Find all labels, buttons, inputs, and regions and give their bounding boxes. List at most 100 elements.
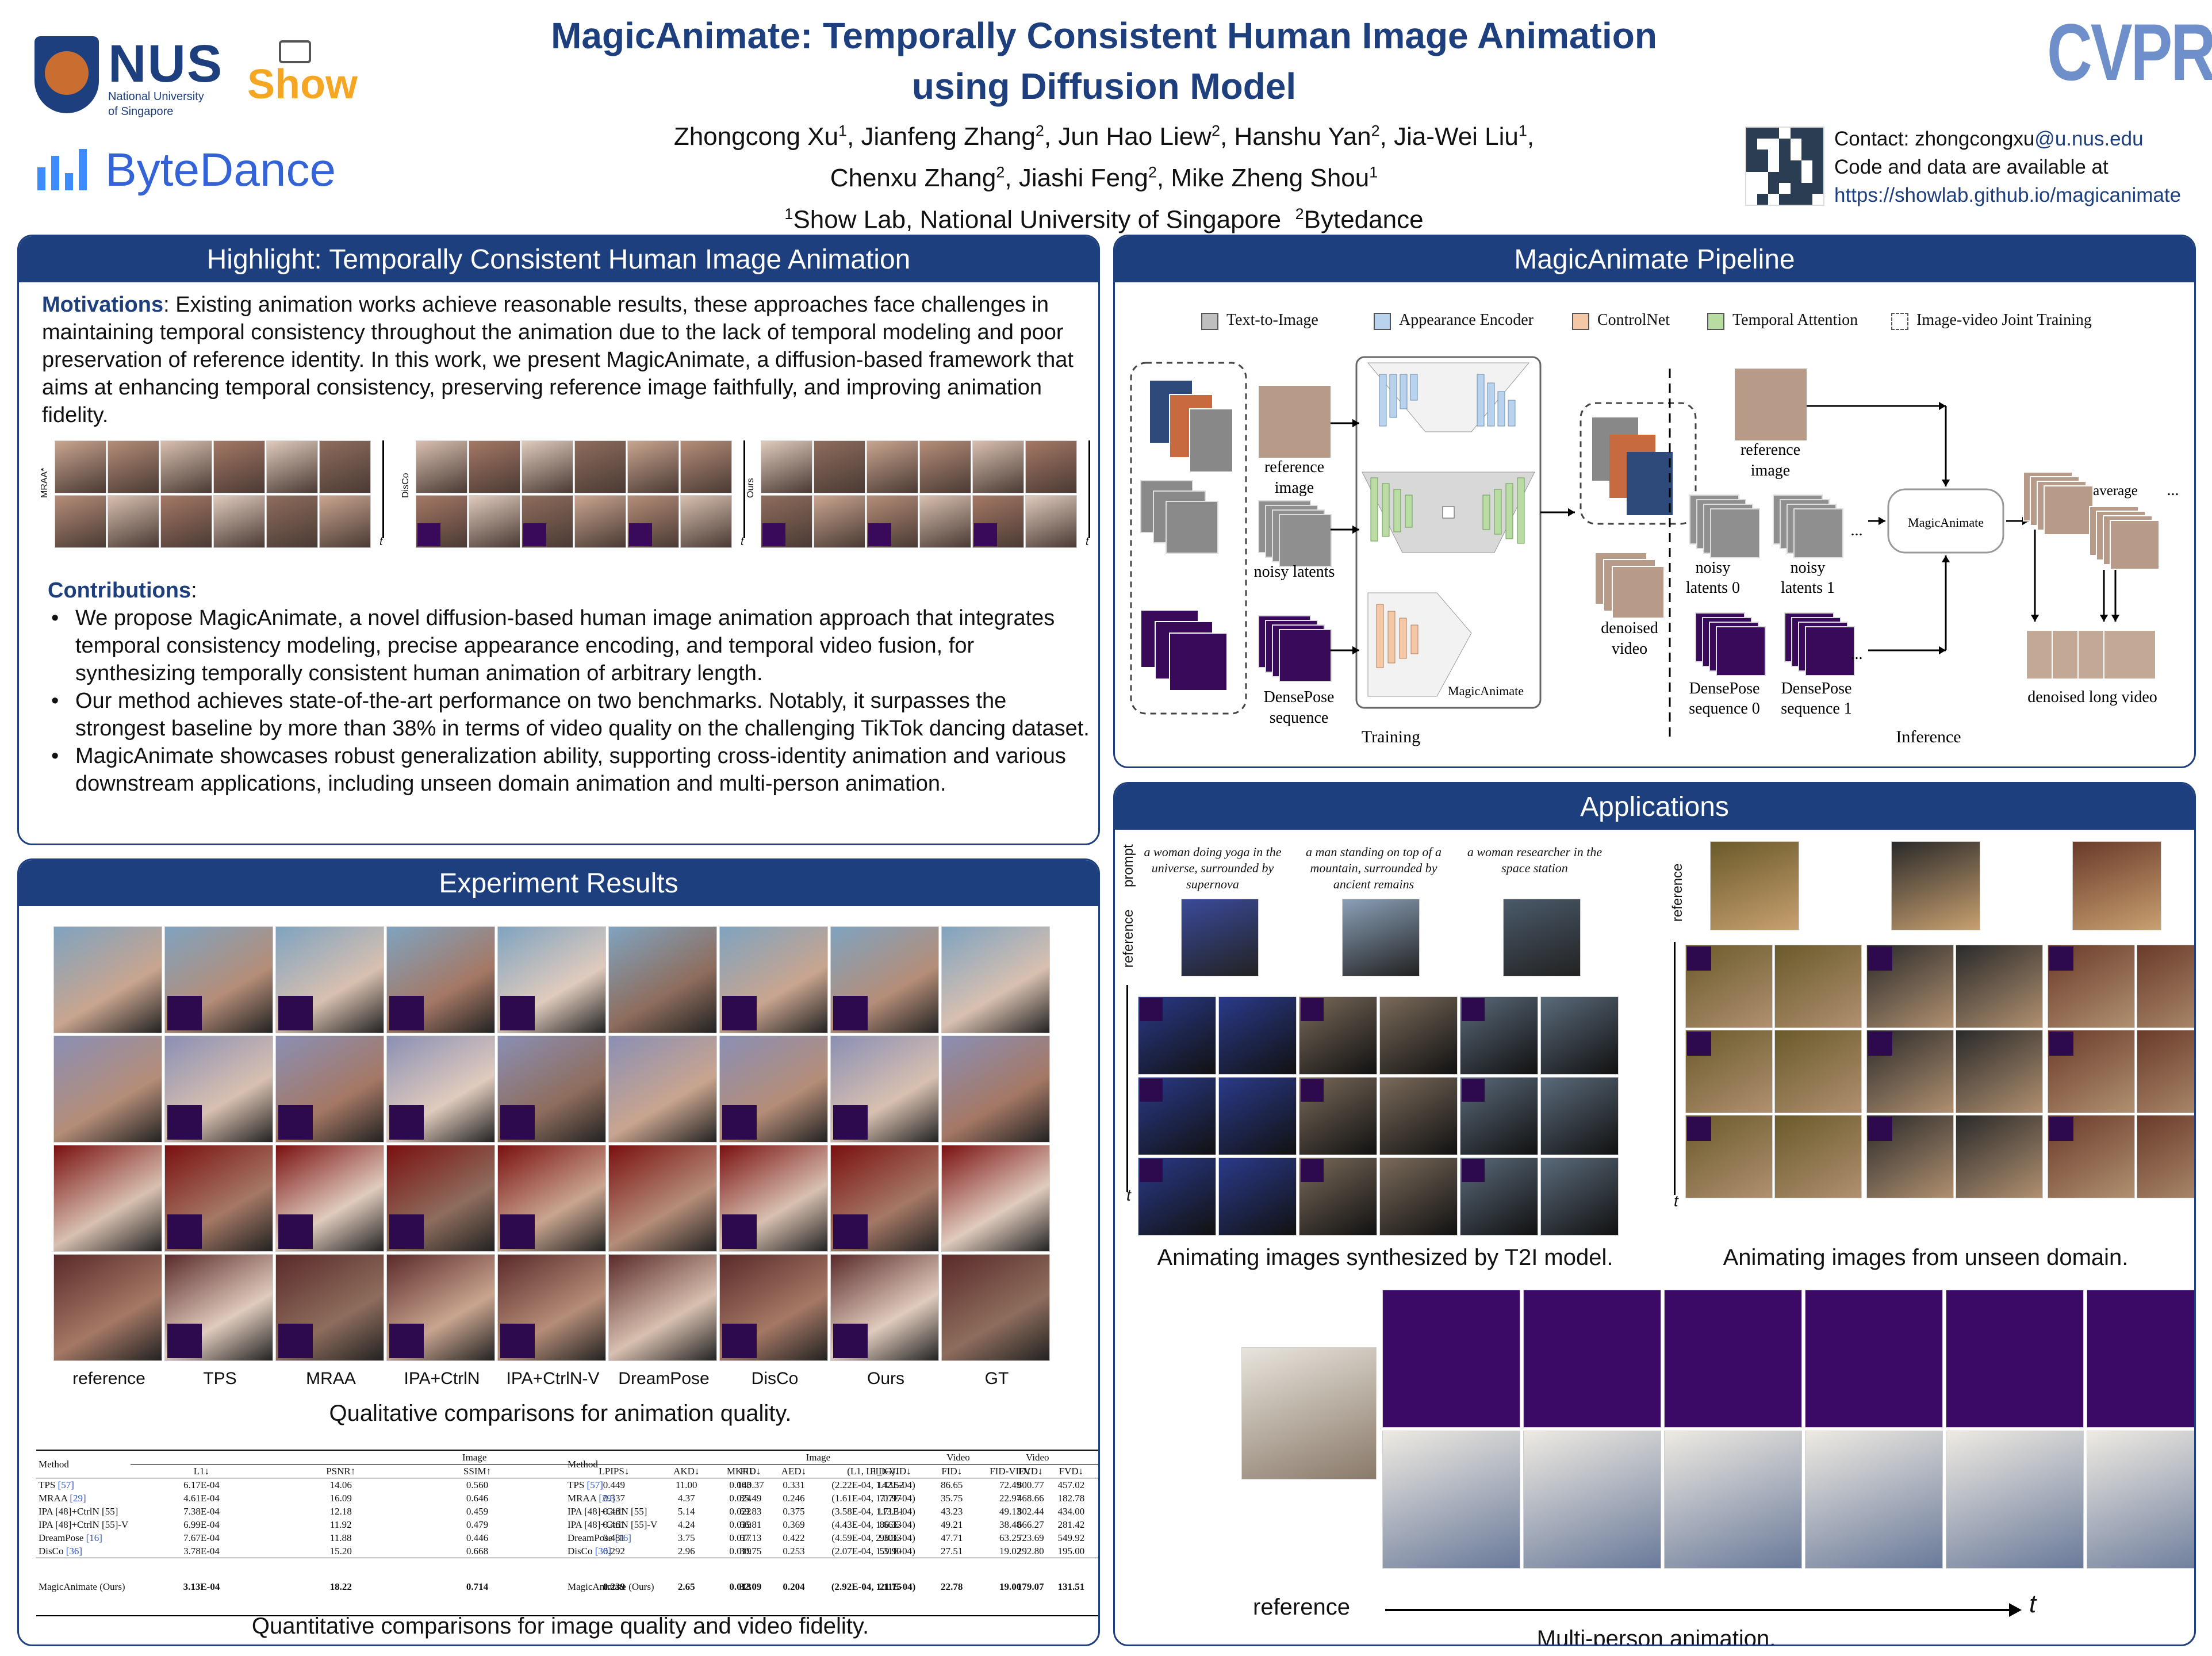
densepose-inset [1140, 1079, 1163, 1102]
legend-swatch-icon [1374, 312, 1391, 330]
frame-thumbnail [627, 440, 679, 493]
bytedance-bars-icon [37, 149, 95, 190]
value-cell: 11.00 [675, 1479, 697, 1490]
qualitative-frame [830, 1145, 939, 1252]
value-cell: 59.90 [879, 1546, 902, 1557]
t2i-animated-frame [1218, 1157, 1297, 1236]
table-row: MRAA [29] 4.61E-04 16.09 0.646 0.337 85.49 71.… [36, 1492, 1098, 1505]
inf-out-thumb-1 [2110, 520, 2160, 570]
densepose-thumb [1169, 632, 1228, 691]
table-row: IPA [48]+CtrlN [55]-V 4.24 0.019 0.369 (4.43… [565, 1518, 1098, 1531]
method-header: Method [39, 1459, 69, 1470]
value-cell: 800.77 [1017, 1479, 1044, 1490]
densepose-inset [278, 1214, 313, 1249]
value-cell: 468.66 [1017, 1493, 1044, 1504]
contribution-item: Our method achieves state-of-the-art per… [48, 687, 1094, 742]
densepose-seq-label: DensePose [1264, 688, 1335, 706]
table-row: DreamPose [16] 7.67E-04 11.88 0.446 0.481 67.… [36, 1531, 1098, 1544]
frame-thumbnail [469, 495, 520, 548]
method-cell: DisCo [36] [39, 1546, 83, 1557]
training-label: Training [1362, 727, 1420, 746]
densepose-inset [2049, 1117, 2073, 1141]
frame-thumbnail [522, 495, 573, 548]
qr-code-icon[interactable] [1745, 126, 1824, 206]
metric-header: MKR↓ [713, 1464, 768, 1478]
densepose-inset [500, 1324, 535, 1358]
densepose-inset [833, 996, 868, 1030]
value-cell: 0.063 [729, 1479, 752, 1490]
unseen-animated-frame [1956, 945, 2043, 1028]
value-cell: 434.00 [1057, 1506, 1085, 1517]
noisy-latent-thumb [1279, 514, 1332, 567]
unseen-reference-image [1710, 841, 1799, 930]
qualitative-frame [608, 1145, 717, 1252]
frame-thumbnail [867, 495, 918, 548]
showlab-logo-text: Show [247, 62, 358, 108]
qualitative-frame [497, 1036, 606, 1143]
frame-thumbnail [266, 495, 318, 548]
value-cell: 5.14 [677, 1506, 695, 1517]
unseen-animated-frame [1685, 1030, 1773, 1113]
legend-item: Temporal Attention [1707, 311, 1858, 334]
temporal-attention-block [1405, 494, 1413, 528]
noisy-latents-1-label: noisy [1791, 559, 1826, 577]
multi-person-output-frame [2087, 1431, 2194, 1569]
controlnet-block [1387, 611, 1396, 664]
value-cell: 0.292 [603, 1546, 625, 1557]
noisy-latents-0-label: noisy [1696, 559, 1731, 577]
table-row: MRAA [29] 4.37 0.024 0.246 (1.61E-04, 1.07E-… [565, 1492, 1098, 1505]
multi-person-pose-frame [1523, 1290, 1661, 1428]
method-header: Method [568, 1459, 598, 1470]
qualitative-frame [386, 926, 495, 1033]
value-cell: 802.44 [1017, 1506, 1044, 1517]
average-label: average [2093, 483, 2138, 499]
qualitative-frame [53, 926, 162, 1033]
legend-label: Appearance Encoder [1399, 311, 1534, 329]
time-axis-line [382, 440, 384, 538]
unseen-caption: Animating images from unseen domain. [1723, 1245, 2129, 1270]
legend-label: ControlNet [1597, 311, 1670, 329]
method-cell: IPA [48]+CtrlN [55]-V [568, 1519, 658, 1530]
value-cell: 0.253 [783, 1546, 805, 1557]
prompt-text: a woman researcher in the space station [1467, 845, 1603, 875]
value-cell: 3.75 [677, 1532, 695, 1543]
metric-header: L1↓ [131, 1464, 273, 1478]
densepose-inset [1687, 1032, 1711, 1056]
denoised-video-label: denoised [1601, 619, 1658, 637]
frame-thumbnail [319, 495, 371, 548]
legend-swatch-icon [1201, 312, 1218, 330]
nus-logo: NUS National University of Singapore [34, 32, 224, 118]
densepose-inset [722, 1324, 757, 1358]
value-cell: 3.78E-04 [183, 1546, 220, 1557]
method-cell: TPS [57] [39, 1479, 74, 1490]
column-label: IPA+CtrlN [404, 1369, 480, 1388]
inf-reference-label: reference [1741, 441, 1800, 459]
merge-arrow-1-head [2030, 615, 2040, 622]
value-cell: 35.75 [941, 1493, 963, 1504]
unseen-animated-frame [1774, 1115, 1862, 1198]
table-row: IPA [48]+CtrlN [55] 5.14 0.022 0.375 (3.58E-… [565, 1505, 1098, 1518]
densepose-0-thumb [1716, 626, 1766, 676]
densepose-inset [1868, 1117, 1892, 1141]
table-row: IPA [48]+CtrlN [55]-V 6.99E-04 11.92 0.479 0… [36, 1518, 1098, 1531]
noisy-latent-0-thumb [1710, 508, 1760, 558]
frame-thumbnail [213, 440, 265, 493]
project-url-link[interactable]: https://showlab.github.io/magicanimate [1834, 184, 2182, 206]
reference-image-thumb [1259, 386, 1331, 458]
value-cell: 0.459 [466, 1506, 489, 1517]
frame-thumbnail [319, 440, 371, 493]
inf-pose-line-head [1939, 646, 1946, 655]
value-cell: 98.33 [879, 1532, 902, 1543]
long-video-frame [2103, 630, 2156, 680]
unseen-animated-frame [2048, 1030, 2135, 1113]
densepose-seq-thumb [1279, 629, 1332, 682]
t2i-animated-frame [1379, 996, 1458, 1075]
value-cell: 0.331 [783, 1479, 805, 1490]
t2i-animated-frame [1379, 1157, 1458, 1236]
t2i-animated-frame [1299, 1157, 1377, 1236]
value-cell: 4.61E-04 [183, 1493, 220, 1504]
qualitative-frame [941, 1254, 1050, 1361]
unseen-animated-frame [1866, 1115, 1954, 1198]
qualitative-frame [719, 1145, 828, 1252]
qualitative-frame [386, 1036, 495, 1143]
